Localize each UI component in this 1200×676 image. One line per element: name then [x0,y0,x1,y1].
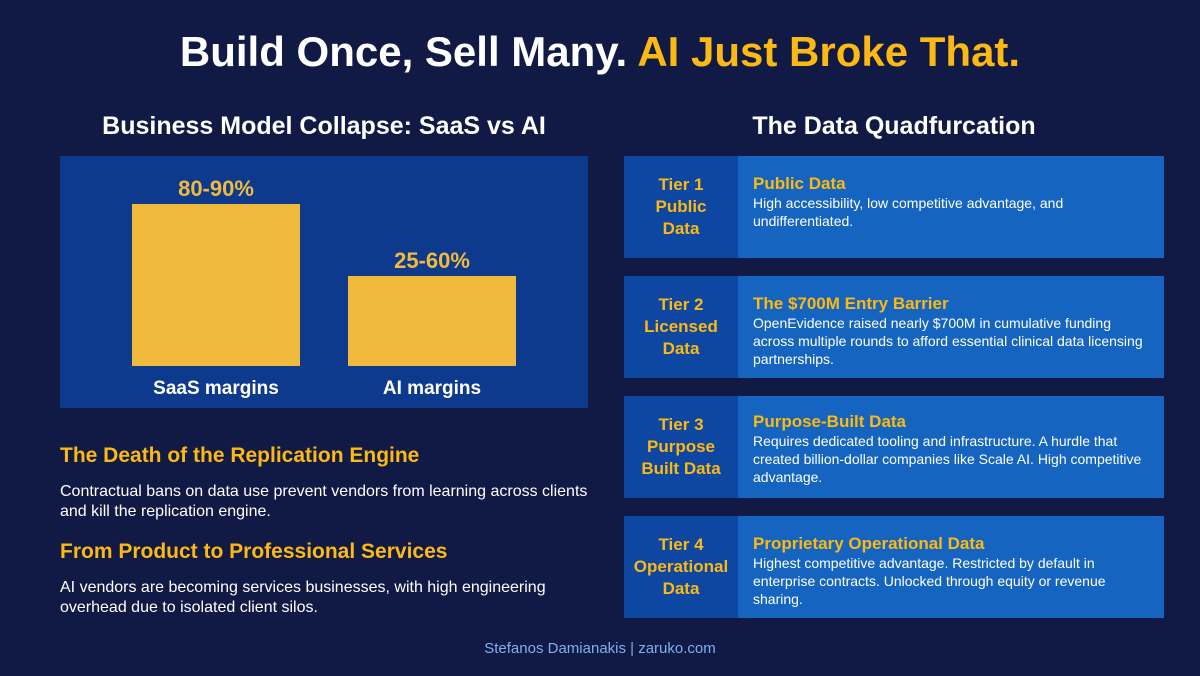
tier-label: Tier 1 Public Data [624,156,738,258]
bar-label-ai: AI margins [382,378,482,399]
subsection-body-services: AI vendors are becoming services busines… [60,579,546,616]
tier-heading: Public Data [753,174,846,193]
tier-card-4: Tier 4 Operational Data Proprietary Oper… [624,516,1164,618]
title-highlight: AI Just Broke That. [637,28,1021,75]
title-main: Build Once, Sell Many. [179,28,628,75]
tier-description: Highest competitive advantage. Restricte… [753,555,1106,607]
tier-description: Requires dedicated tooling and infrastru… [753,433,1142,485]
subsection-heading-replication: The Death of the Replication Engine [60,444,420,467]
bar-label-saas: SaaS margins [153,378,279,399]
bar-value-saas: 80-90% [178,176,254,201]
footer-credit: Stefanos Damianakis | zaruko.com [484,640,716,657]
tiers-section-title: The Data Quadfurcation [752,112,1036,140]
bar-ai [348,276,516,366]
subsection-body-replication: Contractual bans on data use prevent ven… [60,483,588,520]
bar-value-ai: 25-60% [394,248,470,273]
tier-heading: The $700M Entry Barrier [753,294,949,313]
tier-card-2: Tier 2 Licensed Data The $700M Entry Bar… [624,276,1164,378]
tier-description: High accessibility, low competitive adva… [753,195,1064,229]
subsection-heading-services: From Product to Professional Services [60,540,448,563]
tier-description: OpenEvidence raised nearly $700M in cumu… [753,315,1143,367]
tier-heading: Purpose-Built Data [753,412,907,431]
chart-section-title: Business Model Collapse: SaaS vs AI [102,112,546,140]
tier-card-3: Tier 3 Purpose Built Data Purpose-Built … [624,396,1164,498]
margin-bar-chart: 80-90% SaaS margins 25-60% AI margins [60,156,588,408]
tier-card-1: Tier 1 Public Data Public Data High acce… [624,156,1164,258]
page-title: Build Once, Sell Many. AI Just Broke Tha… [0,28,1200,76]
tier-label: Tier 2 Licensed Data [624,276,738,378]
bar-saas [132,204,300,366]
tier-label: Tier 4 Operational Data [624,516,738,618]
tier-label: Tier 3 Purpose Built Data [624,396,738,498]
tier-heading: Proprietary Operational Data [753,534,985,553]
